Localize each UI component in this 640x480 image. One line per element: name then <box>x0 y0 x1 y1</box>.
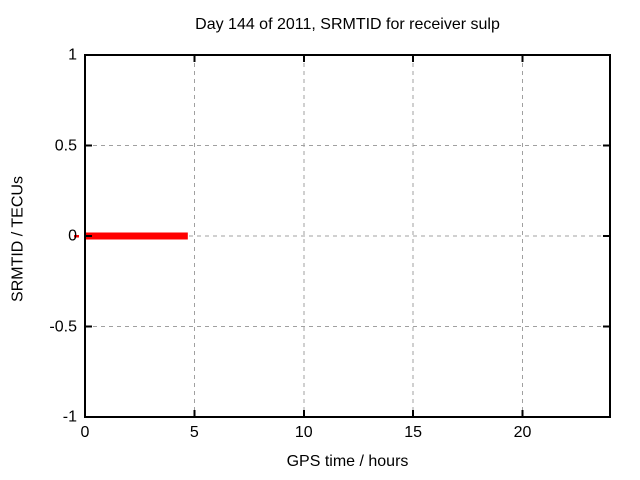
y-tick-label: -1 <box>62 408 77 426</box>
y-axis-label: SRMTID / TECUs <box>9 176 27 302</box>
x-tick-label: 15 <box>404 424 423 441</box>
y-tick-label: 0.5 <box>54 137 77 154</box>
chart-title: Day 144 of 2011, SRMTID for receiver sul… <box>195 16 500 33</box>
x-tick-label: 5 <box>189 424 199 441</box>
y-tick-label: 1 <box>68 46 77 64</box>
x-tick-label: 20 <box>513 424 532 441</box>
x-tick-label: 10 <box>294 424 313 441</box>
y-tick-label: 0 <box>68 227 77 245</box>
x-tick-label: 0 <box>80 424 90 441</box>
series-axis-tick-artifact <box>74 235 79 238</box>
y-tick-label: -0.5 <box>49 318 77 335</box>
x-axis-label: GPS time / hours <box>286 453 409 470</box>
